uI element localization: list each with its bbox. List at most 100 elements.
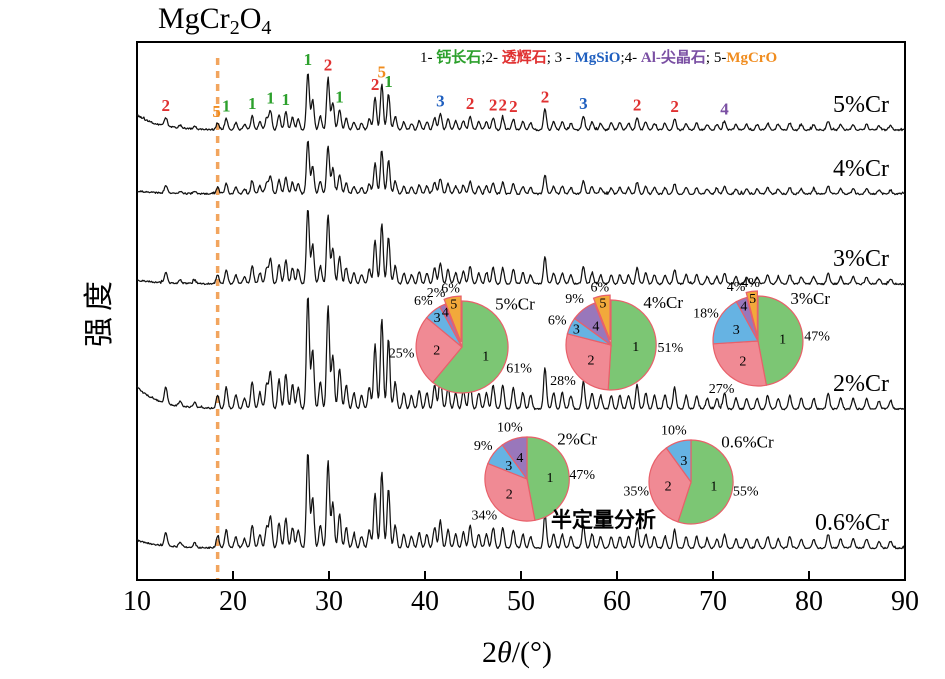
phase-legend: 1- 钙长石;2- 透辉石; 3 - MgSiO;4- Al-尖晶石; 5-Mg…: [420, 46, 777, 67]
legend-item-prefix: 5-: [713, 50, 727, 66]
x-axis-label-pre: 2: [481, 636, 497, 669]
legend-item-phase-name: MgCrO: [726, 50, 778, 66]
y-axis-label: 强度: [83, 275, 116, 347]
x-tick-label: 70: [699, 586, 727, 617]
pie-slice-number: 2: [433, 343, 440, 358]
pie-slice-number: 5: [599, 297, 606, 312]
pie-title-5%Cr: 5%Cr: [495, 294, 535, 313]
pie-slice-number: 2: [665, 480, 672, 495]
xrd-trace-0.6%Cr: [137, 454, 906, 550]
pie-slice-phase-4: [501, 436, 528, 481]
pie-slice-number: 3: [573, 323, 580, 338]
pie-slice-phase-5: [443, 295, 462, 343]
pie-slice-percent: 6%: [591, 281, 610, 296]
peak-label-phase-2: 2: [633, 96, 642, 115]
pie-slice-percent: 4%: [727, 280, 746, 295]
pie-slice-number: 5: [749, 292, 756, 307]
pie-slice-number: 2: [506, 488, 513, 503]
pie-title-0.6%Cr: 0.6%Cr: [721, 433, 774, 452]
legend-item-separator: ;: [620, 50, 625, 66]
peak-label-phase-2: 2: [670, 97, 679, 116]
peak-label-phase-1: 1: [248, 94, 257, 113]
x-tick-label: 20: [219, 586, 247, 617]
peak-label-phase-2: 2: [162, 96, 171, 115]
pie-slice-phase-4: [573, 302, 613, 347]
legend-item-prefix: 3 -: [554, 50, 575, 66]
pie-slice-phase-4: [438, 303, 463, 348]
peak-label-phase-3: 3: [579, 94, 588, 113]
pie-slice-percent: 10%: [661, 423, 687, 438]
chart-title: MgCr2O4: [158, 2, 271, 40]
pie-slice-percent: 10%: [497, 420, 523, 435]
pie-slice-percent: 27%: [709, 382, 735, 397]
pie-slice-percent: 6%: [548, 314, 567, 329]
pie-slice-phase-5: [745, 290, 759, 337]
peak-label-phase-2: 2: [509, 97, 518, 116]
pie-slice-phase-3: [712, 300, 759, 345]
title-subscript: 2: [229, 17, 240, 39]
pie-slice-percent: 51%: [658, 341, 684, 356]
pie-slice-number: 4: [442, 306, 449, 321]
pie-slice-number: 2: [587, 354, 594, 369]
xrd-trace-4%Cr: [136, 140, 906, 196]
x-tick-label: 60: [603, 586, 631, 617]
pie-slice-percent: 6%: [414, 294, 433, 309]
peak-label-phase-1: 1: [335, 87, 344, 106]
peak-label-phase-1: 1: [384, 72, 393, 91]
peak-label-phase-2: 2: [499, 96, 508, 115]
pie-title-2%Cr: 2%Cr: [557, 430, 597, 449]
legend-item-prefix: 2-: [485, 50, 502, 66]
x-tick-label: 10: [123, 586, 151, 617]
peak-label-phase-1: 1: [266, 88, 275, 107]
pie-slice-phase-3: [665, 439, 692, 484]
pie-slice-number: 5: [450, 298, 457, 313]
pie-slice-phase-1: [526, 436, 570, 521]
pie-slice-percent: 47%: [569, 468, 595, 483]
xrd-trace-5%Cr: [136, 73, 906, 132]
x-tick-label: 80: [795, 586, 823, 617]
pie-slice-phase-1: [607, 299, 657, 391]
pie-slice-percent: 4%: [741, 276, 760, 291]
title-text: O: [239, 2, 262, 35]
pie-slice-number: 4: [740, 299, 747, 314]
peak-label-phase-2: 2: [466, 94, 475, 113]
pie-slice-percent: 34%: [471, 508, 497, 523]
legend-item-prefix: 4-: [624, 50, 641, 66]
peak-label-phase-5: 5: [212, 102, 221, 121]
peak-label-phase-4: 4: [720, 100, 729, 119]
trace-label-4%Cr: 4%Cr: [833, 156, 889, 182]
xrd-trace-2%Cr: [136, 297, 906, 411]
x-tick-label: 40: [411, 586, 439, 617]
legend-item-prefix: 1-: [420, 50, 437, 66]
pie-slice-phase-2: [415, 316, 463, 384]
pie-title-4%Cr: 4%Cr: [643, 293, 683, 312]
pie-slice-phase-2: [484, 462, 536, 522]
pie-slice-phase-5: [592, 294, 611, 341]
pie-slice-phase-1: [431, 300, 509, 394]
pie-slice-number: 1: [710, 480, 717, 495]
trace-label-0.6%Cr: 0.6%Cr: [815, 510, 889, 536]
trace-label-2%Cr: 2%Cr: [833, 371, 889, 397]
pie-slice-percent: 35%: [623, 485, 649, 500]
pie-slice-percent: 18%: [693, 306, 719, 321]
pie-slice-percent: 47%: [804, 329, 830, 344]
pie-slice-percent: 9%: [565, 292, 584, 307]
trace-label-5%Cr: 5%Cr: [833, 92, 889, 118]
pie-slice-percent: 9%: [474, 439, 493, 454]
xrd-trace-3%Cr: [136, 209, 906, 286]
title-text: MgCr: [158, 2, 230, 35]
legend-item-separator: ;: [546, 50, 555, 66]
pie-slice-percent: 61%: [506, 362, 532, 377]
semi-quantitative-annotation: 半定量分析: [551, 508, 656, 532]
pie-slice-number: 3: [434, 311, 441, 326]
pie-slice-phase-1: [677, 439, 734, 525]
x-tick-label: 90: [891, 586, 919, 617]
pie-slice-number: 2: [739, 355, 746, 370]
pie-slice-percent: 55%: [733, 485, 759, 500]
pie-slice-phase-2: [565, 333, 612, 391]
legend-item-phase-name: 透辉石: [501, 50, 547, 66]
legend-item-phase-name: MgSiO: [574, 50, 621, 66]
pie-slice-number: 4: [516, 451, 523, 466]
